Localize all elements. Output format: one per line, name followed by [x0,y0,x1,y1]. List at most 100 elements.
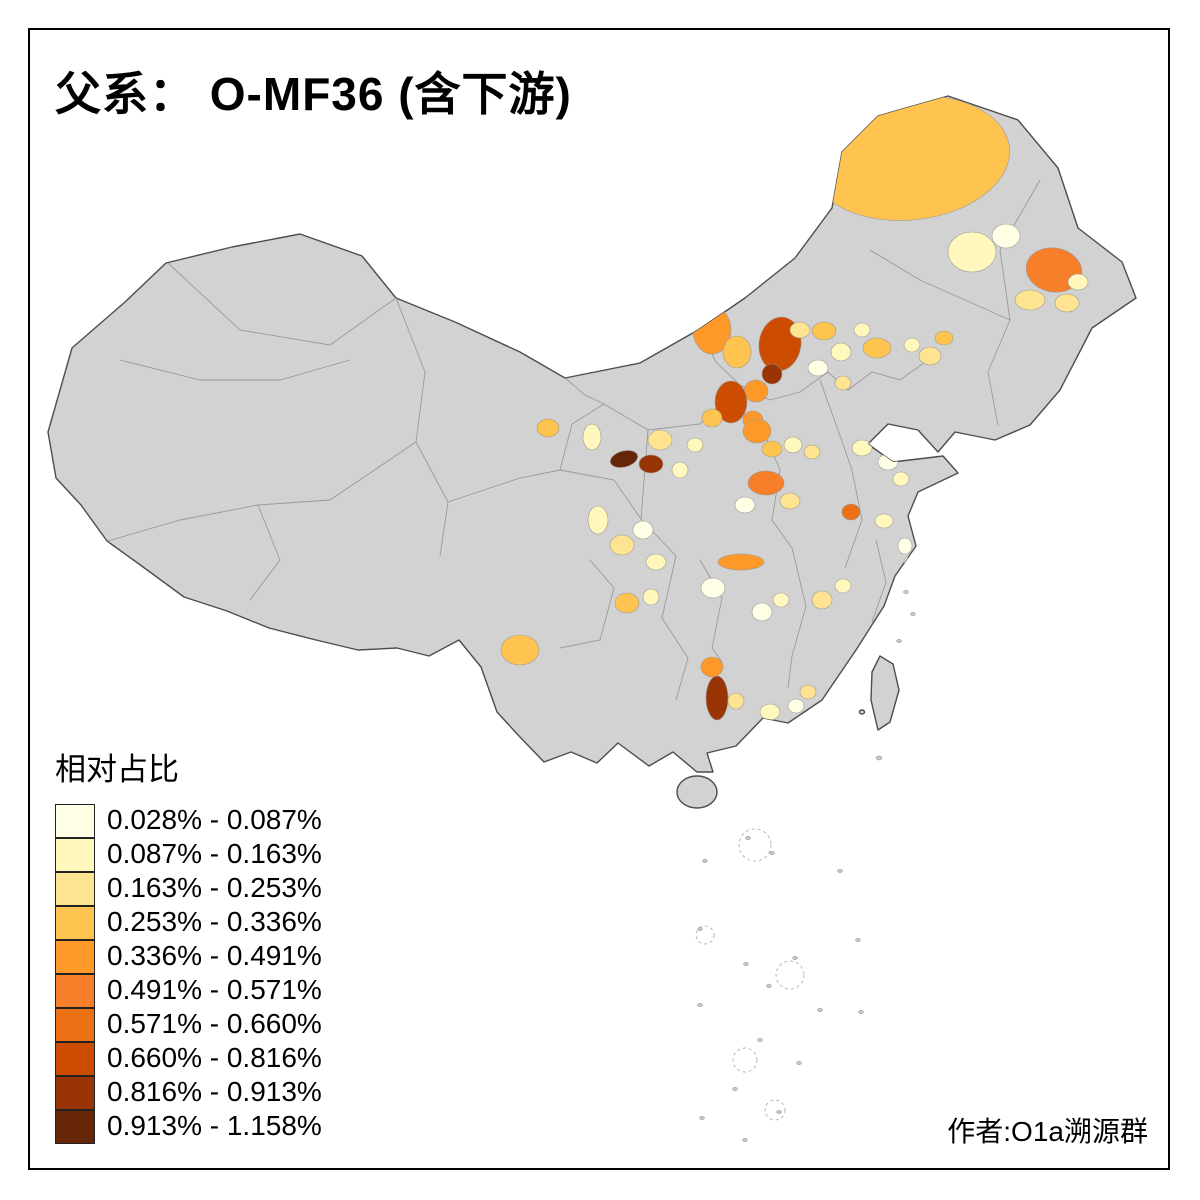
small-island [875,755,883,761]
legend-swatch [55,837,95,872]
map-region [1054,293,1080,313]
legend-swatch [55,905,95,940]
map-region [610,450,638,468]
legend-swatch [55,1109,95,1144]
map-region [934,330,954,346]
map-region [877,453,899,471]
small-island [766,984,772,988]
legend-swatch [55,803,95,838]
map-region [918,346,942,366]
island-group-outline [738,828,772,862]
map-region [686,437,704,453]
legend-items: 0.028% - 0.087% 0.087% - 0.163% 0.163% - 0… [55,803,322,1144]
map-region [1067,273,1089,291]
map-region [632,520,654,540]
map-region [834,578,852,594]
legend-label: 0.028% - 0.087% [107,804,322,835]
legend-item: 0.816% - 0.913% [55,1075,322,1110]
map-region [642,588,660,606]
map-region [807,359,829,377]
map-region [991,223,1021,249]
island-group-outline [775,960,805,990]
small-island [896,639,902,643]
small-island [910,612,916,616]
map-region [903,337,921,353]
map-region [1014,289,1046,311]
island-group-outline [732,1047,758,1073]
small-island [769,851,775,855]
legend-item: 0.087% - 0.163% [55,837,322,872]
map-region [614,592,640,614]
legend-label: 0.491% - 0.571% [107,974,322,1005]
map-region [734,496,756,514]
map-region [714,380,748,424]
map-region [761,440,783,458]
map-region [830,342,852,362]
map-region [834,375,852,391]
province-border-line [640,429,649,520]
map-region [500,634,540,666]
map-region [743,379,769,403]
legend-item: 0.571% - 0.660% [55,1007,322,1042]
island-group-outline [764,1099,786,1121]
map-region [700,577,726,599]
penghu-island [858,709,866,715]
map-region [645,553,667,571]
province-border-line [819,379,863,569]
map-region [705,675,729,721]
map-region [701,408,723,428]
province-border-line [559,559,615,649]
map-region [742,418,772,444]
map-region [747,470,785,496]
province-border-line [640,518,689,701]
map-region [787,698,805,714]
province-border-line [249,504,281,601]
map-region [897,537,913,555]
small-island [745,836,751,840]
legend-label: 0.571% - 0.660% [107,1008,322,1039]
legend-swatch [55,939,95,974]
map-region [717,553,765,571]
small-island [699,1116,705,1120]
map-region [811,590,833,610]
legend-label: 0.087% - 0.163% [107,838,322,869]
map-region [851,439,873,457]
map-region [722,335,752,369]
province-border-line [699,329,929,401]
map-region [811,321,837,341]
map-region [582,423,602,451]
map-region [853,322,871,338]
legend-item: 0.491% - 0.571% [55,973,322,1008]
small-island [702,859,708,863]
map-region [759,703,781,721]
legend-item: 0.913% - 1.158% [55,1109,322,1144]
small-island [757,1038,763,1042]
legend-label: 0.816% - 0.913% [107,1076,322,1107]
small-island [817,1008,823,1012]
legend-item: 0.336% - 0.491% [55,939,322,974]
small-island [742,1138,748,1142]
province-border-line [119,359,351,381]
map-region [789,321,811,339]
map-region [892,471,910,487]
author-credit: 作者:O1a溯源群 [947,1116,1148,1147]
small-island [732,1087,738,1091]
map-region [799,684,817,700]
page-title: 父系： O-MF36 (含下游) [55,68,572,120]
small-island [792,956,798,960]
map-region [751,602,773,622]
province-border-line [564,377,605,405]
hainan-island [676,775,718,809]
legend-swatch [55,1007,95,1042]
island-group-outline [695,925,715,945]
south-china-sea-islands [695,590,916,1142]
legend-label: 0.660% - 0.816% [107,1042,322,1073]
small-island [837,869,843,873]
map-region [783,436,803,454]
map-region [874,513,894,529]
map-region [862,337,892,359]
province-border-line [787,547,807,689]
map-region [803,444,821,460]
legend-item: 0.660% - 0.816% [55,1041,322,1076]
